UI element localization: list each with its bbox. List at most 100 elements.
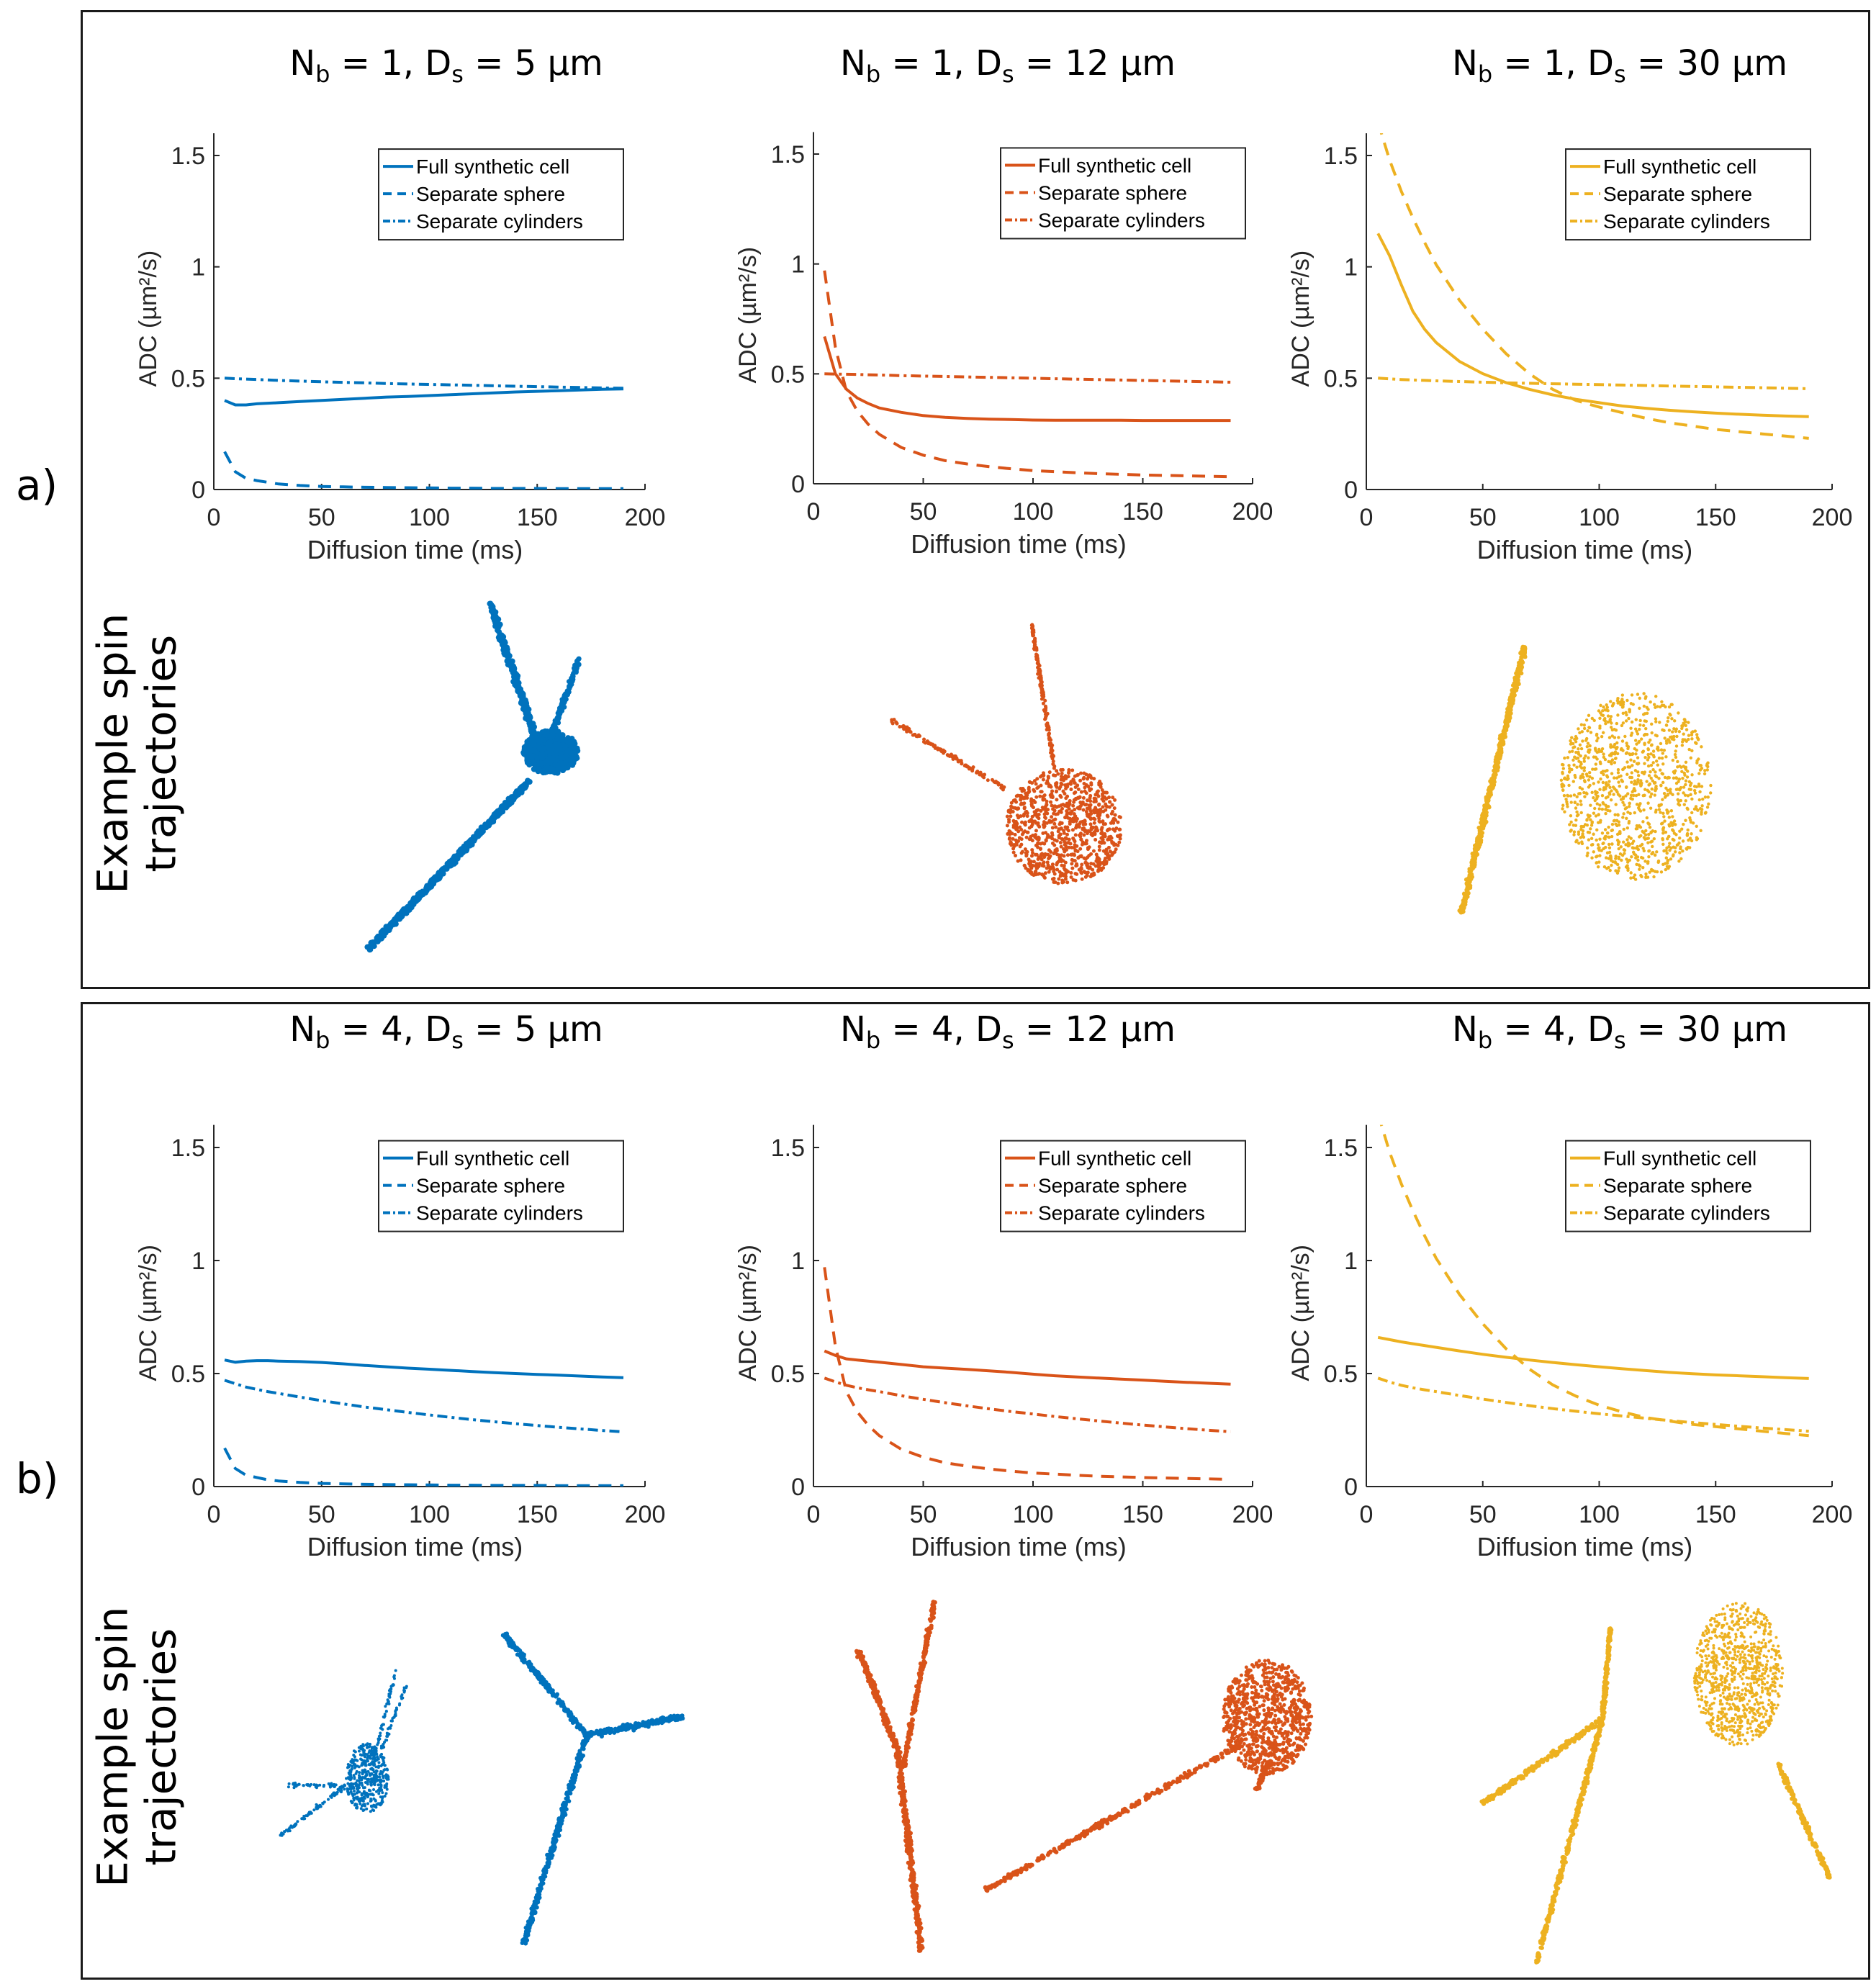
y-tick-label: 0 xyxy=(191,477,205,504)
title-nb-value: 4 xyxy=(931,1009,954,1050)
trajectory-a-blue xyxy=(364,600,582,953)
series-line-solid xyxy=(824,1349,1231,1386)
title-ds-value: 5 xyxy=(514,43,537,84)
legend-entry: Full synthetic cell xyxy=(1038,154,1191,176)
x-axis-label: Diffusion time (ms) xyxy=(307,1532,523,1561)
panel-a-frame xyxy=(81,10,1870,989)
legend-box xyxy=(1565,148,1811,241)
y-axis-label: ADC (µm²/s) xyxy=(135,251,162,387)
legend-box xyxy=(378,1140,624,1232)
x-tick-label: 200 xyxy=(625,504,666,531)
x-tick-label: 50 xyxy=(1469,1501,1497,1528)
series-line-solid xyxy=(224,387,624,407)
legend-entry: Separate cylinders xyxy=(1603,1202,1770,1225)
y-axis-label: ADC (µm²/s) xyxy=(1287,1245,1314,1381)
y-tick-label: 1 xyxy=(791,1248,805,1275)
legend-entry: Separate sphere xyxy=(1603,1175,1752,1197)
y-tick-label: 0.5 xyxy=(171,365,205,392)
legend-entry: Separate cylinders xyxy=(416,210,583,233)
legend-entry: Full synthetic cell xyxy=(1603,155,1757,178)
trajectory-a-yellow xyxy=(1457,644,1713,915)
x-tick-label: 100 xyxy=(1013,498,1054,526)
y-tick-label: 0 xyxy=(791,1474,805,1501)
series-line-dashed xyxy=(1379,1124,1809,1438)
title-nb-value: 1 xyxy=(1543,43,1566,84)
y-tick-label: 0.5 xyxy=(1324,1361,1358,1388)
legend-entry: Separate sphere xyxy=(416,1175,565,1197)
y-tick-label: 0 xyxy=(791,471,805,498)
y-tick-label: 1.5 xyxy=(771,1135,805,1162)
legend-box xyxy=(1000,147,1246,240)
legend-entry: Separate cylinders xyxy=(1038,1202,1205,1225)
x-tick-label: 50 xyxy=(910,1501,937,1528)
x-tick-label: 150 xyxy=(517,1501,558,1528)
series-line-dashed xyxy=(1379,133,1809,440)
trajectory-a-orange xyxy=(890,623,1122,885)
series-line-dashdot xyxy=(224,376,624,390)
y-tick-label: 0.5 xyxy=(771,361,805,388)
legend-box xyxy=(378,148,624,241)
title-nb-value: 1 xyxy=(931,43,954,84)
y-tick-label: 0.5 xyxy=(1324,365,1358,392)
y-tick-label: 0 xyxy=(1344,1474,1358,1501)
series-line-solid xyxy=(1377,1335,1809,1380)
legend-entry: Full synthetic cell xyxy=(1603,1147,1757,1170)
y-tick-label: 0.5 xyxy=(171,1361,205,1388)
x-axis-label: Diffusion time (ms) xyxy=(911,1532,1126,1561)
panel-b-frame xyxy=(81,1002,1870,1980)
x-tick-label: 200 xyxy=(1232,498,1273,526)
x-tick-label: 0 xyxy=(207,1501,221,1528)
legend-entry: Full synthetic cell xyxy=(416,1147,569,1170)
title-ds-value: 5 xyxy=(514,1009,537,1050)
y-tick-label: 0.5 xyxy=(771,1361,805,1388)
x-tick-label: 0 xyxy=(807,1501,821,1528)
legend-entry: Separate sphere xyxy=(416,183,565,205)
x-tick-label: 100 xyxy=(1579,504,1620,531)
panel-label-b: b) xyxy=(16,1454,59,1503)
subplot-title: Nb = 1, Ds = 5 µm xyxy=(289,43,603,88)
y-tick-label: 1 xyxy=(191,1248,205,1275)
panel-label-a: a) xyxy=(16,461,58,510)
x-tick-label: 100 xyxy=(1579,1501,1620,1528)
y-tick-label: 1.5 xyxy=(1324,143,1358,170)
x-tick-label: 0 xyxy=(207,504,221,531)
x-tick-label: 50 xyxy=(910,498,937,526)
x-tick-label: 150 xyxy=(517,504,558,531)
y-tick-label: 0 xyxy=(1344,477,1358,504)
series-line-solid xyxy=(1376,233,1809,418)
subplot-title: Nb = 4, Ds = 5 µm xyxy=(289,1009,603,1054)
subplot-title: Nb = 4, Ds = 30 µm xyxy=(1451,1009,1788,1054)
x-tick-label: 200 xyxy=(1232,1501,1273,1528)
x-tick-label: 0 xyxy=(807,498,821,526)
title-nb-value: 4 xyxy=(1543,1009,1566,1050)
x-tick-label: 200 xyxy=(1812,1501,1853,1528)
title-nb-value: 4 xyxy=(381,1009,403,1050)
x-tick-label: 200 xyxy=(625,1501,666,1528)
x-axis-label: Diffusion time (ms) xyxy=(307,535,523,564)
series-line-solid xyxy=(823,335,1231,423)
y-tick-label: 1 xyxy=(791,251,805,279)
y-axis-label: ADC (µm²/s) xyxy=(135,1245,162,1381)
legend-entry: Separate cylinders xyxy=(416,1202,583,1225)
y-tick-label: 1 xyxy=(191,254,205,281)
trajectory-b-blue xyxy=(279,1631,685,1946)
x-tick-label: 0 xyxy=(1360,1501,1374,1528)
y-tick-label: 1.5 xyxy=(1324,1135,1358,1162)
series-line-dashdot xyxy=(1378,376,1809,390)
title-nb-value: 1 xyxy=(381,43,403,84)
legend-box xyxy=(1565,1140,1811,1232)
x-axis-label: Diffusion time (ms) xyxy=(1477,535,1692,564)
series-line-dashdot xyxy=(1377,1376,1809,1433)
x-tick-label: 100 xyxy=(409,504,450,531)
title-ds-value: 12 xyxy=(1065,1009,1109,1050)
x-tick-label: 0 xyxy=(1360,504,1374,531)
legend-entry: Separate sphere xyxy=(1038,181,1187,204)
y-tick-label: 1.5 xyxy=(171,1135,205,1162)
x-tick-label: 150 xyxy=(1122,498,1163,526)
subplot-title: Nb = 1, Ds = 30 µm xyxy=(1451,43,1788,88)
legend-entry: Full synthetic cell xyxy=(1038,1147,1191,1170)
legend-entry: Separate cylinders xyxy=(1603,210,1770,233)
